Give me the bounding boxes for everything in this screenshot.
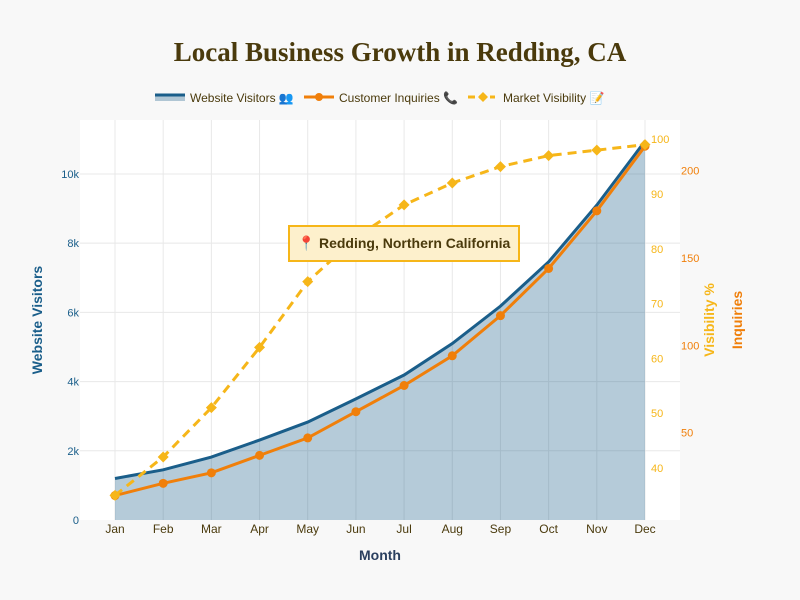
visitors-area bbox=[115, 141, 645, 520]
y2-tick-label: 90 bbox=[651, 189, 663, 201]
y3-axis-title: Inquiries bbox=[729, 291, 745, 350]
y-tick-label: 8k bbox=[67, 238, 79, 250]
axes: Jan Feb Mar Apr May Jun Jul Aug Sep Oct Nov Dec 0 2k 4… bbox=[61, 134, 699, 536]
y2-tick-label: 60 bbox=[651, 353, 663, 365]
visibility-point bbox=[398, 199, 410, 211]
legend-marker-inquiries bbox=[315, 93, 323, 101]
visibility-point bbox=[157, 451, 169, 463]
visitors-line bbox=[114, 140, 647, 480]
plot-area bbox=[80, 120, 680, 520]
inquiries-point bbox=[447, 351, 457, 361]
y3-tick-label: 100 bbox=[681, 340, 699, 352]
visibility-point bbox=[639, 139, 651, 151]
y-axis-title: Website Visitors bbox=[29, 266, 45, 375]
legend-label: Customer Inquiries 📞 bbox=[339, 90, 458, 105]
y2-tick-label: 70 bbox=[651, 299, 663, 311]
inquiries-point bbox=[351, 407, 361, 417]
x-tick-label: Jul bbox=[396, 522, 411, 536]
x-tick-label: Oct bbox=[539, 522, 558, 536]
x-tick-label: May bbox=[296, 522, 319, 536]
x-tick-label: Sep bbox=[490, 522, 512, 536]
y-tick-label: 0 bbox=[73, 515, 79, 527]
y2-tick-label: 40 bbox=[651, 463, 663, 475]
y-tick-label: 6k bbox=[67, 307, 79, 319]
y2-tick-label: 80 bbox=[651, 244, 663, 256]
legend-label: Website Visitors 👥 bbox=[190, 91, 294, 105]
visibility-point bbox=[543, 150, 555, 162]
x-tick-label: Jun bbox=[346, 522, 365, 536]
x-tick-label: Aug bbox=[442, 522, 463, 536]
visibility-line bbox=[114, 143, 646, 497]
visibility-point bbox=[446, 177, 458, 189]
y3-tick-label: 150 bbox=[681, 253, 699, 265]
svg-text:📍 Redding, Northern Cal: 📍 Redding, Northern California bbox=[298, 235, 511, 252]
x-tick-label: Nov bbox=[586, 522, 607, 536]
y-tick-label: 10k bbox=[61, 169, 79, 181]
pin-icon: 📍 bbox=[298, 235, 315, 252]
inquiries-point bbox=[399, 381, 409, 391]
legend-label: Market Visibility 📝 bbox=[503, 91, 604, 105]
y-tick-label: 2k bbox=[67, 446, 79, 458]
x-tick-label: Apr bbox=[250, 522, 269, 536]
legend: Website Visitors 👥 Customer Inquiries 📞 Ma… bbox=[155, 90, 604, 105]
annotation: 📍 Redding, Northern California bbox=[288, 225, 520, 262]
inquiries-point bbox=[303, 433, 313, 443]
visibility-point bbox=[494, 161, 506, 173]
visibility-point bbox=[591, 144, 603, 156]
x-tick-label: Feb bbox=[153, 522, 174, 536]
annotation-text: Redding, Northern California bbox=[319, 235, 511, 251]
inquiries-point bbox=[592, 206, 602, 216]
grid bbox=[80, 120, 680, 520]
chart-title: Local Business Growth in Redding, CA bbox=[174, 37, 627, 67]
y-tick-label: 4k bbox=[67, 377, 79, 389]
visibility-point bbox=[302, 276, 314, 288]
inquiries-point bbox=[544, 263, 554, 273]
inquiries-point bbox=[495, 311, 505, 321]
inquiries-point bbox=[158, 478, 168, 488]
y2-axis-title: Visibility % bbox=[701, 283, 717, 357]
x-tick-label: Dec bbox=[634, 522, 655, 536]
y2-tick-label: 100 bbox=[651, 134, 669, 146]
visibility-point bbox=[254, 341, 266, 353]
x-tick-label: Jan bbox=[105, 522, 124, 536]
x-axis-title: Month bbox=[359, 547, 401, 563]
legend-marker-visibility bbox=[478, 92, 488, 102]
legend-swatch-visitors bbox=[155, 96, 185, 101]
inquiries-line bbox=[114, 145, 647, 497]
y2-tick-label: 50 bbox=[651, 408, 663, 420]
y3-tick-label: 200 bbox=[681, 166, 699, 178]
x-tick-label: Mar bbox=[201, 522, 222, 536]
y3-tick-label: 50 bbox=[681, 428, 693, 440]
visibility-point bbox=[109, 489, 121, 501]
marks bbox=[109, 139, 651, 520]
inquiries-point bbox=[206, 468, 216, 478]
inquiries-point bbox=[255, 450, 265, 460]
visibility-point bbox=[205, 402, 217, 414]
